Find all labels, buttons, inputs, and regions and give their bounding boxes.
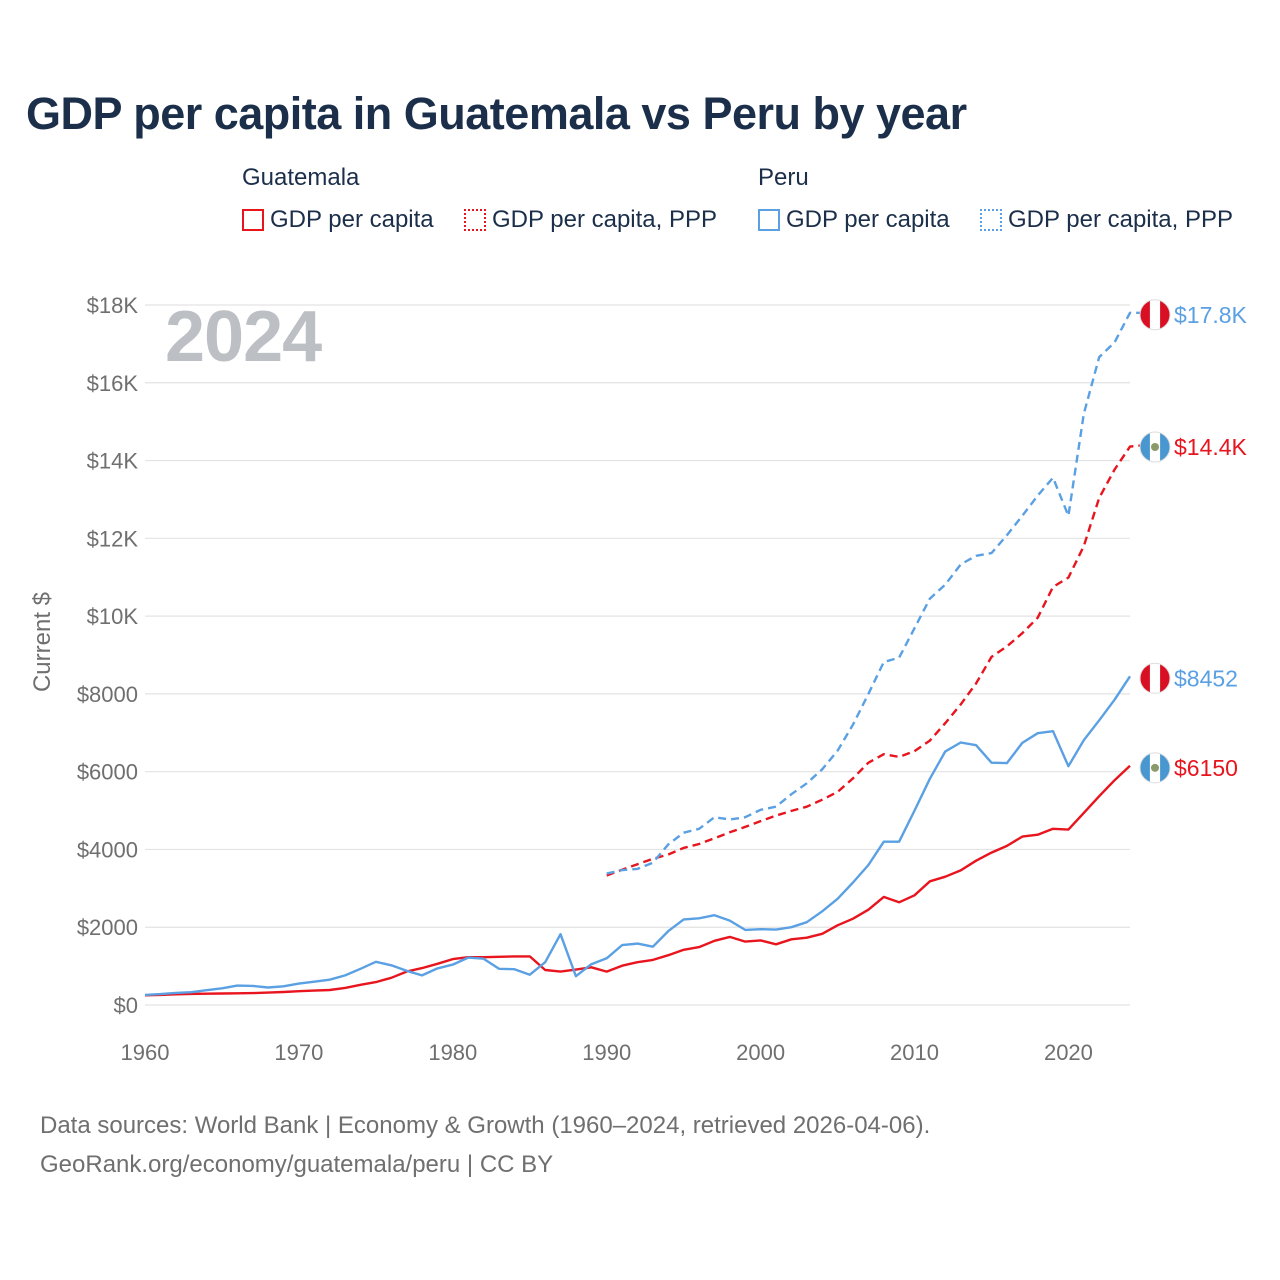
source-line-2[interactable]: GeoRank.org/economy/guatemala/peru | CC …: [40, 1151, 554, 1178]
legend-label: GDP per capita, PPP: [492, 206, 717, 233]
x-tick-label: 1980: [428, 1040, 477, 1065]
y-axis-label: Current $: [29, 591, 56, 693]
x-tick-label: 1970: [274, 1040, 323, 1065]
y-tick-label: $10K: [87, 604, 139, 629]
legend-swatch-solid-red: [242, 209, 264, 231]
y-tick-label: $2000: [77, 915, 138, 940]
source-line-1: Data sources: World Bank | Economy & Gro…: [40, 1112, 931, 1139]
legend-item-peru-gdp-ppp[interactable]: GDP per capita, PPP: [980, 204, 1233, 236]
legend-item-peru-gdp[interactable]: GDP per capita: [758, 204, 950, 236]
legend-swatch-dotted-red: [464, 209, 486, 231]
legend-swatch-solid-blue: [758, 209, 780, 231]
x-tick-label: 2010: [890, 1040, 939, 1065]
end-value-label: $8452: [1174, 665, 1238, 691]
legend-item-guatemala-gdp[interactable]: GDP per capita: [242, 204, 434, 236]
source-note: Data sources: World Bank | Economy & Gro…: [40, 1106, 930, 1184]
end-value-label: $17.8K: [1174, 302, 1248, 328]
series-line: [144, 675, 1132, 997]
end-value-label: $14.4K: [1174, 434, 1248, 460]
chart-title: GDP per capita in Guatemala vs Peru by y…: [26, 88, 967, 139]
series-line: [606, 311, 1146, 875]
x-tick-label: 2000: [736, 1040, 785, 1065]
y-tick-label: $16K: [87, 371, 139, 396]
y-tick-label: $0: [114, 993, 138, 1018]
legend-group-guatemala: Guatemala: [242, 164, 360, 191]
legend-item-guatemala-gdp-ppp[interactable]: GDP per capita, PPP: [464, 204, 717, 236]
peru-flag-icon: [1139, 662, 1171, 694]
legend-label: GDP per capita: [270, 206, 434, 233]
legend-label: GDP per capita, PPP: [1008, 206, 1233, 233]
legend-swatch-dotted-blue: [980, 209, 1002, 231]
x-tick-label: 1990: [582, 1040, 631, 1065]
y-tick-label: $12K: [87, 526, 139, 551]
y-tick-label: $4000: [77, 837, 138, 862]
series-line: [606, 443, 1146, 877]
y-tick-label: $14K: [87, 449, 139, 474]
year-label: 2024: [165, 297, 322, 377]
legend-label: GDP per capita: [786, 206, 950, 233]
series-line: [144, 764, 1131, 997]
x-tick-label: 2020: [1044, 1040, 1093, 1065]
guatemala-flag-icon: [1139, 752, 1171, 784]
legend-group-peru: Peru: [758, 164, 809, 191]
y-tick-label: $8000: [77, 682, 138, 707]
peru-flag-icon: [1139, 299, 1171, 331]
end-value-label: $6150: [1174, 755, 1238, 781]
y-tick-label: $6000: [77, 760, 138, 785]
y-tick-label: $18K: [87, 293, 139, 318]
guatemala-flag-icon: [1139, 431, 1171, 463]
x-tick-label: 1960: [121, 1040, 170, 1065]
